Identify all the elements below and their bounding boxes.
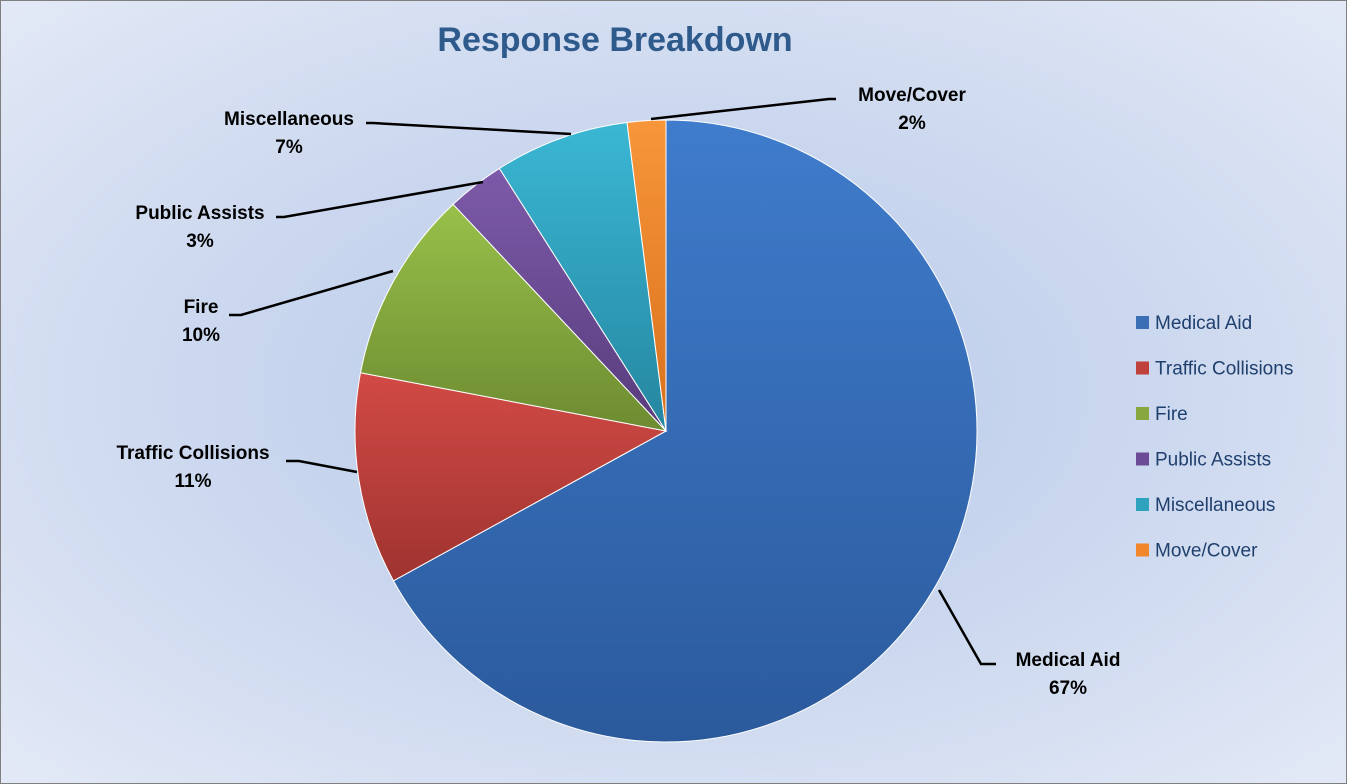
leader-line-medical-aid [937, 589, 996, 666]
legend-label-medical-aid: Medical Aid [1155, 313, 1252, 334]
data-label-name-miscellaneous: Miscellaneous [224, 109, 354, 130]
legend: Medical Aid Traffic Collisions Fire Public … [1136, 313, 1293, 562]
data-label-name-medical-aid: Medical Aid [1016, 650, 1121, 671]
legend-label-fire: Fire [1155, 404, 1188, 425]
data-label-value-miscellaneous: 7% [275, 137, 303, 158]
data-label-name-traffic-collisions: Traffic Collisions [116, 443, 269, 464]
legend-label-public-assists: Public Assists [1155, 450, 1271, 471]
data-label-name-fire: Fire [184, 297, 219, 318]
legend-swatch-miscellaneous [1136, 498, 1149, 511]
data-labels: Medical Aid 67% Traffic Collisions 11% Fire 1… [116, 85, 1120, 699]
legend-label-traffic-collisions: Traffic Collisions [1155, 359, 1293, 380]
leader-lines [229, 97, 996, 666]
legend-label-miscellaneous: Miscellaneous [1155, 495, 1275, 516]
chart-title: Response Breakdown [437, 21, 792, 59]
data-label-value-move-cover: 2% [898, 113, 926, 134]
legend-swatch-medical-aid [1136, 316, 1149, 329]
pie-slice-traffic-collisions[interactable] [354, 372, 668, 582]
leader-line-public-assists [276, 180, 484, 219]
legend-swatch-traffic-collisions [1136, 361, 1149, 375]
data-label-value-fire: 10% [182, 325, 220, 346]
leader-line-fire [229, 269, 394, 317]
leader-line-miscellaneous [366, 121, 572, 136]
legend-swatch-public-assists [1136, 452, 1149, 466]
legend-swatch-move-cover [1136, 543, 1149, 557]
legend-label-move-cover: Move/Cover [1155, 541, 1258, 562]
legend-swatch-fire [1136, 407, 1149, 420]
leader-line-move-cover [650, 97, 836, 121]
pie-slice-fire[interactable] [359, 203, 668, 432]
pie-slice-move-cover[interactable] [626, 119, 667, 432]
pie-slice-medical-aid[interactable] [392, 119, 978, 743]
data-label-value-public-assists: 3% [186, 231, 214, 252]
data-label-value-medical-aid: 67% [1049, 678, 1087, 699]
data-label-name-public-assists: Public Assists [135, 203, 264, 224]
leader-line-traffic-collisions [286, 459, 358, 474]
pie-slice-miscellaneous[interactable] [498, 121, 667, 432]
data-label-name-move-cover: Move/Cover [858, 85, 966, 106]
data-label-value-traffic-collisions: 11% [175, 471, 212, 492]
pie-slices [354, 119, 978, 743]
